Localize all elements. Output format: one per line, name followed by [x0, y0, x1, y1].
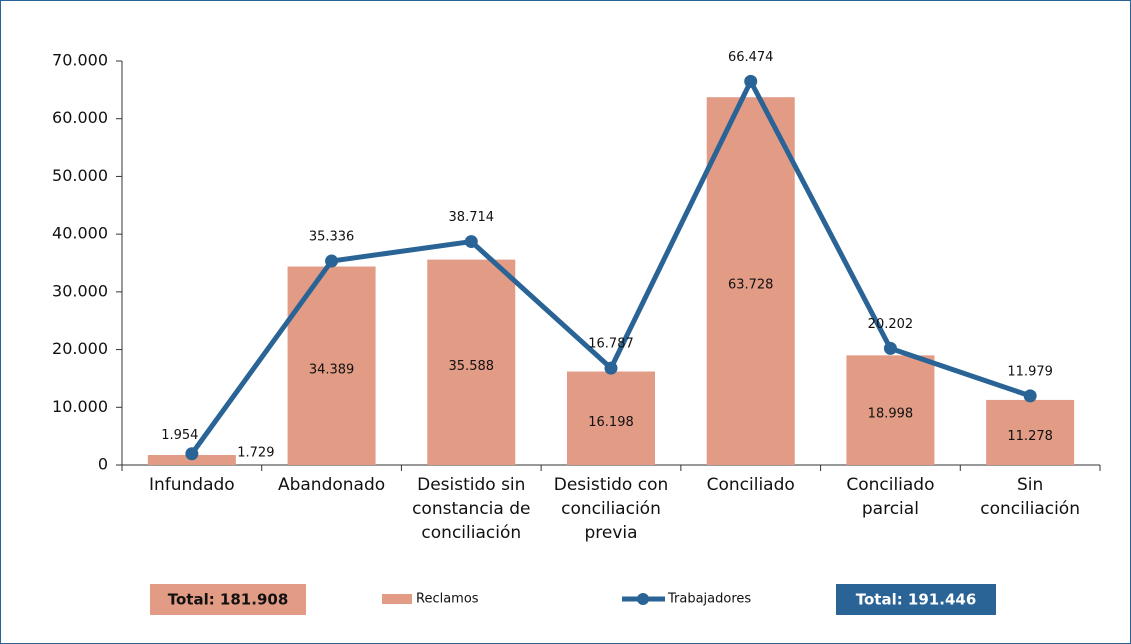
- bar: [427, 259, 516, 465]
- line-point: [1023, 389, 1037, 403]
- y-tick-label: 50.000: [52, 166, 108, 185]
- legend-label: Reclamos: [416, 592, 479, 607]
- bar-value-label: 63.728: [728, 278, 774, 293]
- legend-swatch: [637, 593, 649, 605]
- total-box: [836, 584, 996, 615]
- x-tick-label: Desistido con conciliación previa: [554, 475, 669, 543]
- bar: [986, 399, 1075, 465]
- y-tick-label: 20.000: [52, 339, 108, 358]
- line-value-label: 66.474: [728, 50, 774, 65]
- bar-value-label: 18.998: [868, 407, 914, 422]
- y-tick-label: 10.000: [52, 397, 108, 416]
- line-point: [325, 254, 339, 268]
- total-trabajadores: Total: 191.446: [856, 591, 977, 609]
- legend-swatch: [382, 594, 412, 604]
- bar-value-label: 16.198: [588, 415, 634, 430]
- total-reclamos: Total: 181.908: [168, 591, 289, 609]
- line-value-label: 35.336: [309, 230, 355, 245]
- bar-value-label: 11.278: [1007, 429, 1053, 444]
- bar-value-label: 1.729: [237, 446, 274, 461]
- x-tick-label: Sin conciliación: [980, 475, 1080, 519]
- line-value-label: 16.787: [588, 337, 634, 352]
- line-point: [604, 361, 618, 375]
- x-tick-label: Desistido sin constancia de conciliación: [412, 475, 530, 543]
- x-tick-label: Conciliado: [707, 475, 795, 495]
- bar: [566, 371, 656, 465]
- line-point: [464, 235, 478, 249]
- bar-value-label: 34.389: [309, 362, 355, 377]
- line-point: [744, 74, 758, 88]
- line-point: [185, 447, 199, 461]
- bar: [846, 355, 935, 465]
- line-value-label: 1.954: [161, 428, 198, 443]
- x-tick-label: Conciliado parcial: [846, 475, 934, 519]
- x-tick-label: Infundado: [149, 475, 235, 495]
- x-tick-label: Abandonado: [278, 475, 385, 495]
- line-value-label: 20.202: [868, 317, 914, 332]
- y-tick-label: 70.000: [52, 51, 108, 70]
- line-value-label: 11.979: [1007, 364, 1053, 379]
- bar-value-label: 35.588: [449, 359, 495, 374]
- total-box: [150, 584, 306, 615]
- y-tick-label: 60.000: [52, 108, 108, 127]
- y-tick-label: 0: [98, 455, 108, 474]
- y-tick-label: 40.000: [52, 224, 108, 243]
- y-tick-label: 30.000: [52, 281, 108, 300]
- line-point: [883, 341, 897, 355]
- legend-label: Trabajadores: [667, 592, 751, 607]
- bar: [706, 97, 795, 466]
- line-value-label: 38.714: [449, 210, 495, 225]
